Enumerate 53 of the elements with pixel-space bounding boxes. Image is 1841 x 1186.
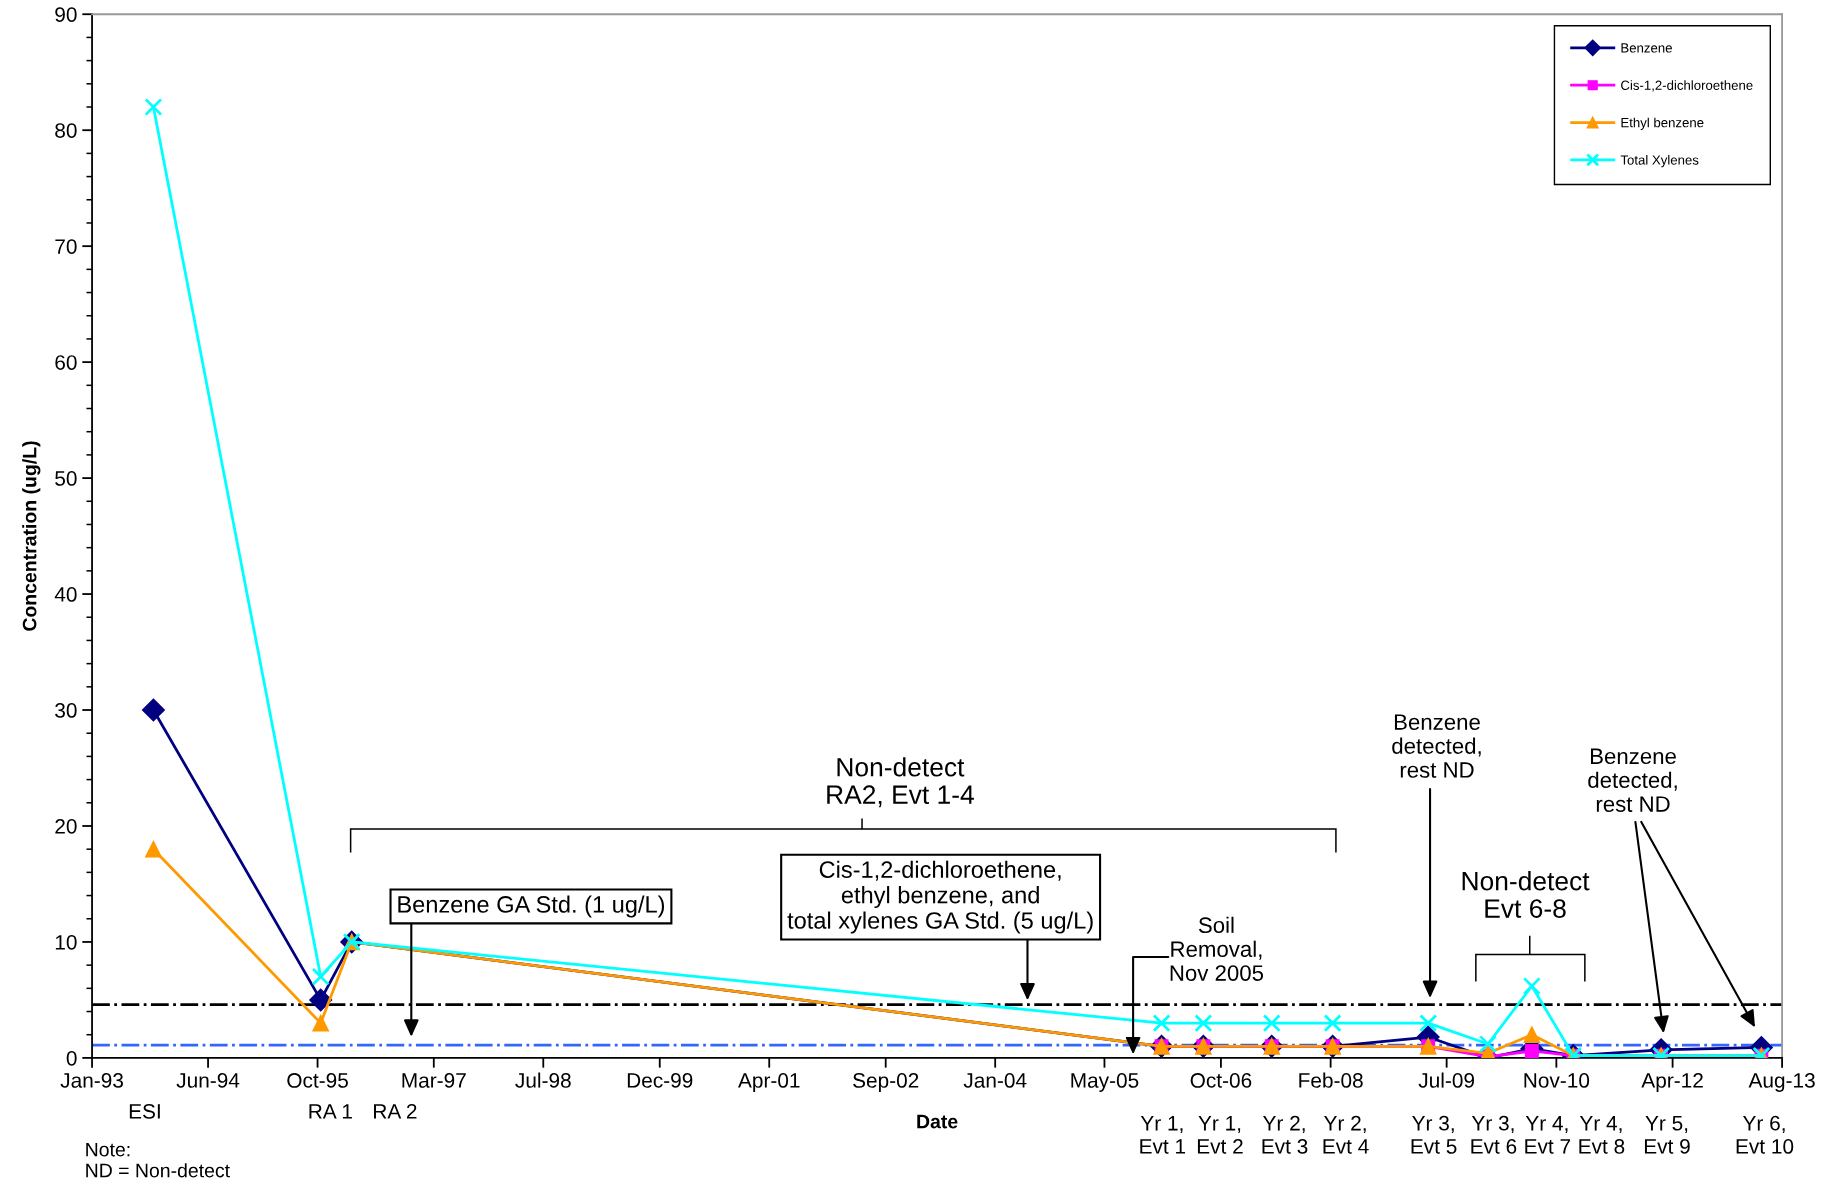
x-tick-label: Jul-09 (1418, 1072, 1475, 1088)
x-tick-label: Dec-99 (627, 1073, 693, 1088)
text: Yr 2, Evt 3 (1262, 1115, 1308, 1154)
y-tick-label: 80 (55, 123, 77, 138)
annotation: Benzene detected, rest ND (1392, 714, 1481, 778)
x-tick-label: Jan-93 (60, 1073, 123, 1088)
legend-label: Benzene (1621, 43, 1672, 53)
x-tick-label: Nov-10 (1524, 1073, 1590, 1088)
x-tick-label: Jul-98 (515, 1072, 571, 1088)
x-tick-label: Oct-95 (287, 1073, 348, 1088)
annotation: Soil Removal, Nov 2005 (1170, 916, 1264, 981)
annotation: Benzene GA Std. (1 ug/L) (398, 895, 665, 918)
x-tick-label: Aug-13 (1748, 1073, 1815, 1092)
y-tick-label: 40 (54, 587, 77, 602)
text: RA 2 (374, 1103, 417, 1119)
text: Yr 4, Evt 8 (1579, 1116, 1625, 1154)
annotation: Non-detect RA2, Evt 1-4 (827, 757, 974, 808)
x-tick-label: Mar-97 (402, 1073, 466, 1088)
annotation: Non-detect Evt 6-8 (1462, 871, 1590, 918)
text: Yr 4, Evt 7 (1525, 1116, 1571, 1154)
text: Yr 3, Evt 5 (1411, 1115, 1457, 1154)
y-tick-label: 90 (55, 7, 77, 22)
text: Yr 5, Evt 9 (1644, 1116, 1690, 1154)
text: Note: ND = Non-detect (86, 1142, 230, 1178)
x-tick-label: Sep-02 (853, 1073, 919, 1092)
legend-label: Total Xylenes (1620, 155, 1699, 168)
y-tick-label: 20 (55, 818, 77, 834)
x-tick-label: Oct-06 (1190, 1073, 1252, 1088)
x-tick-label: May-05 (1071, 1073, 1139, 1092)
x-tick-label: Jun-94 (176, 1073, 240, 1088)
text: Yr 2, Evt 4 (1323, 1115, 1369, 1154)
x-tick-label: Feb-08 (1299, 1072, 1363, 1088)
y-tick-label: 10 (55, 934, 77, 950)
x-tick-label: Apr-12 (1641, 1073, 1703, 1092)
y-tick-label: 0 (66, 1050, 77, 1066)
x-tick-label: Apr-01 (738, 1073, 800, 1092)
text: ESI (129, 1103, 160, 1119)
legend-label: Ethyl benzene (1621, 117, 1704, 130)
y-tick-label: 60 (55, 355, 77, 370)
x-axis-title: Date (917, 1114, 958, 1129)
y-tick-label: 70 (55, 239, 77, 254)
text: Yr 6, Evt 10 (1736, 1115, 1794, 1154)
annotation: Benzene detected, rest ND (1588, 748, 1677, 812)
text: Yr 1, Evt 1 (1140, 1116, 1186, 1154)
y-tick-label: 30 (55, 703, 77, 718)
text: Yr 3, Evt 6 (1471, 1115, 1517, 1154)
x-tick-label: Jan-04 (963, 1073, 1027, 1088)
annotation: Cis-1,2-dichloroethene, ethyl benzene, and total xylenes GA Std. (5 ug/L) (787, 860, 1093, 934)
text: Yr 1, Evt 2 (1197, 1116, 1243, 1154)
y-axis-title: Concentration (ug/L) (22, 441, 41, 631)
y-tick-label: 50 (55, 471, 77, 486)
legend-label: Cis-1,2-dichloroethene (1621, 80, 1753, 92)
text: RA 1 (309, 1104, 352, 1119)
